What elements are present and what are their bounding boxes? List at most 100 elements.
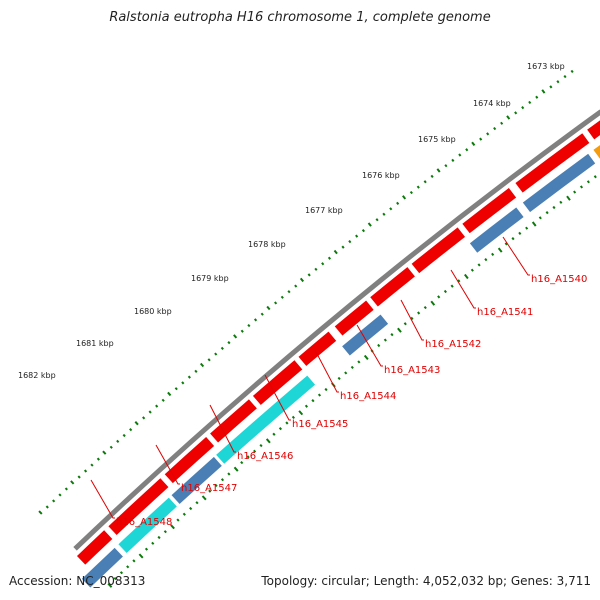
gene-rev-2	[117, 496, 179, 555]
scale-tick	[122, 433, 126, 438]
scale-tick	[161, 398, 165, 402]
inner-tick	[278, 427, 283, 431]
scale-tick	[45, 505, 49, 509]
scale-tick	[314, 267, 318, 271]
gene-label-h16-a1545[interactable]: h16_A1545	[292, 419, 348, 430]
inner-tick	[383, 338, 387, 342]
scale-tick	[423, 180, 427, 184]
inner-tick	[182, 512, 186, 516]
leader-line	[264, 374, 291, 421]
scale-tick	[341, 245, 345, 249]
inner-tick	[497, 247, 503, 253]
scale-tick	[486, 132, 490, 136]
gene-label-h16-a1544[interactable]: h16_A1544	[340, 391, 396, 402]
inner-tick	[545, 211, 549, 215]
inner-tick	[253, 449, 257, 453]
gene-label-h16-a1546[interactable]: h16_A1546	[237, 451, 293, 462]
inner-tick	[272, 432, 276, 436]
inner-tick	[403, 322, 407, 326]
inner-tick	[566, 195, 571, 201]
scale-tick	[549, 85, 553, 89]
map-title: Ralstonia eutropha H16 chromosome 1, com…	[109, 10, 491, 25]
scale-tick	[382, 212, 386, 216]
gene-label-h16-a1540[interactable]: h16_A1540	[531, 274, 587, 285]
scale-tick	[214, 352, 218, 356]
scale-tick	[90, 463, 94, 467]
leader-line	[90, 479, 115, 519]
inner-tick	[144, 547, 149, 551]
scale-tick	[541, 89, 546, 94]
scale-labels: 1673 kbp 1674 kbp 1675 kbp 1676 kbp 1677…	[18, 62, 565, 380]
gene-label-h16-a1547[interactable]: h16_A1547	[181, 483, 237, 494]
scale-tick	[493, 126, 497, 131]
scale-label-1679: 1679 kbp	[191, 274, 229, 283]
scale-tick	[430, 174, 434, 179]
scale-tick	[199, 362, 205, 368]
inner-ticks	[107, 175, 597, 588]
inner-tick	[538, 216, 542, 220]
leader-line	[209, 404, 236, 453]
gene-fwd-6	[297, 330, 338, 368]
scale-tick	[129, 427, 133, 432]
scale-tick	[402, 195, 407, 200]
gene-label-h16-a1543[interactable]: h16_A1543	[384, 365, 440, 376]
scale-tick	[220, 346, 224, 350]
scale-ticks	[38, 69, 574, 515]
scale-tick	[148, 410, 152, 414]
scale-tick	[465, 148, 469, 152]
scale-label-1676: 1676 kbp	[362, 171, 400, 180]
gene-label-h16-a1542[interactable]: h16_A1542	[425, 339, 481, 350]
scale-tick	[247, 323, 251, 328]
scale-tick	[207, 358, 211, 362]
scale-tick	[506, 115, 511, 120]
gene-rev-5	[340, 313, 390, 357]
scale-tick	[389, 207, 393, 211]
gene-fwd-11	[514, 131, 591, 194]
gene-rev-3	[170, 455, 224, 506]
inner-tick	[397, 327, 402, 333]
gene-label-h16-a1541[interactable]: h16_A1541	[477, 307, 533, 318]
scale-tick	[563, 74, 567, 79]
gene-fwd-9	[410, 226, 467, 275]
scale-tick	[570, 69, 574, 74]
scale-tick	[535, 95, 539, 99]
scale-tick	[77, 475, 81, 479]
scale-tick	[348, 240, 352, 244]
inner-tick	[126, 565, 130, 569]
accession-text: Accession: NC_008313	[9, 574, 146, 588]
scale-tick	[556, 80, 560, 84]
scale-tick	[155, 404, 159, 408]
gene-fwd-4	[208, 397, 259, 444]
scale-tick	[375, 218, 379, 222]
leader-line	[502, 236, 530, 276]
inner-tick	[246, 455, 250, 459]
inner-tick	[285, 421, 289, 425]
gene-fwd-10	[460, 186, 518, 235]
gene-fwd-2	[107, 476, 170, 537]
scale-tick	[333, 249, 338, 255]
inner-tick	[430, 300, 436, 306]
inner-tick	[119, 571, 124, 575]
scale-tick	[167, 391, 172, 397]
gene-fwd-5	[251, 358, 304, 407]
backbone-ring	[73, 109, 600, 551]
gene-label-h16-a1548[interactable]: h16_A1548	[116, 517, 172, 528]
inner-tick	[417, 311, 421, 315]
scale-tick	[409, 190, 413, 195]
scale-tick	[321, 262, 325, 266]
scale-tick	[287, 290, 291, 294]
scale-tick	[70, 480, 75, 485]
gene-fwd-1	[75, 528, 114, 567]
topology-summary: Topology: circular; Length: 4,052,032 bp…	[261, 574, 591, 588]
inner-tick	[344, 371, 348, 375]
inner-tick	[484, 258, 488, 262]
inner-tick	[586, 180, 590, 184]
leader-line	[155, 444, 180, 485]
leader-line	[400, 299, 424, 341]
inner-tick	[214, 483, 218, 488]
scale-tick	[299, 277, 305, 283]
inner-tick	[511, 237, 515, 241]
scale-label-1677: 1677 kbp	[305, 206, 343, 215]
scale-tick	[109, 445, 113, 449]
